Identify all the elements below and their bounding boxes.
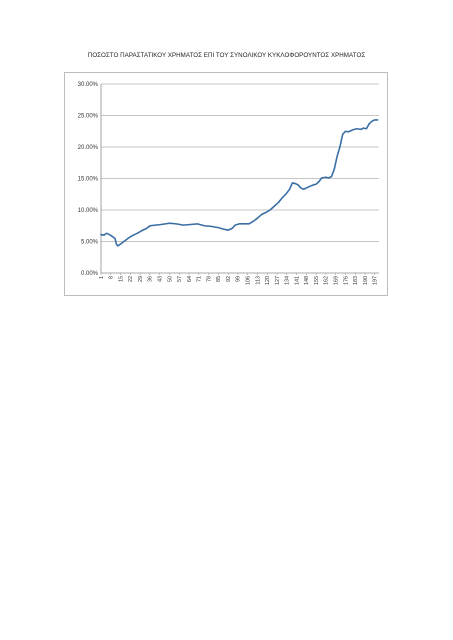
x-tick-label: 148 bbox=[304, 276, 310, 285]
x-tick-label: 183 bbox=[353, 276, 359, 285]
x-axis-tick-labels: 1 8 15 22 29 36 43 50 57 64 71 78 85 92 99 106 113 120 127… bbox=[99, 276, 379, 285]
x-tick-label: 155 bbox=[314, 276, 320, 285]
y-tick-label: 5.00% bbox=[81, 240, 99, 246]
y-tick-label: 10.00% bbox=[78, 208, 99, 214]
x-tick-label: 85 bbox=[216, 276, 222, 282]
x-tick-label: 127 bbox=[275, 276, 281, 285]
chart-title: ΠΟΣΟΣΤΟ ΠΑΡΑΣΤΑΤΙΚΟΥ ΧΡΗΜΑΤΟΣ ΕΠΙ ΤΟΥ ΣΥ… bbox=[87, 52, 366, 59]
chart-area: 0.00% 5.00% 10.00% 15.00% 20.00% 25.00% 30.00%… bbox=[64, 72, 388, 296]
x-tick-label: 92 bbox=[226, 276, 232, 282]
x-tick-label: 113 bbox=[255, 276, 261, 285]
x-tick-label: 1 bbox=[99, 276, 105, 279]
x-tick-label: 36 bbox=[148, 276, 154, 282]
y-axis-tick-labels: 0.00% 5.00% 10.00% 15.00% 20.00% 25.00% 30.00% bbox=[78, 82, 99, 277]
y-tick-label: 25.00% bbox=[78, 114, 99, 120]
x-tick-label: 169 bbox=[333, 276, 339, 285]
x-tick-label: 64 bbox=[187, 276, 193, 282]
x-tick-label: 78 bbox=[206, 276, 212, 282]
x-tick-label: 22 bbox=[128, 276, 134, 282]
series-layer bbox=[100, 119, 379, 247]
x-tick-label: 71 bbox=[197, 276, 203, 282]
y-tick-label: 15.00% bbox=[78, 177, 99, 183]
x-tick-label: 120 bbox=[265, 276, 271, 285]
y-tick-label: 20.00% bbox=[78, 145, 99, 151]
x-tick-label: 29 bbox=[138, 276, 144, 282]
x-tick-label: 15 bbox=[118, 276, 124, 282]
axes bbox=[100, 84, 379, 275]
x-tick-label: 106 bbox=[245, 276, 251, 285]
x-tick-label: 197 bbox=[373, 276, 379, 285]
x-tick-label: 43 bbox=[157, 276, 163, 282]
x-tick-label: 8 bbox=[109, 276, 115, 279]
series-line bbox=[100, 119, 379, 247]
gridlines bbox=[101, 83, 379, 242]
x-tick-label: 141 bbox=[294, 276, 300, 285]
y-tick-label: 0.00% bbox=[81, 271, 99, 277]
line-chart: 0.00% 5.00% 10.00% 15.00% 20.00% 25.00% 30.00%… bbox=[78, 82, 379, 285]
x-tick-label: 57 bbox=[177, 276, 183, 282]
x-tick-label: 50 bbox=[167, 276, 173, 282]
x-tick-label: 190 bbox=[363, 276, 369, 285]
x-tick-label: 134 bbox=[285, 276, 291, 285]
y-tick-label: 30.00% bbox=[78, 82, 99, 88]
x-tick-label: 162 bbox=[324, 276, 330, 285]
x-tick-label: 176 bbox=[343, 276, 349, 285]
x-tick-label: 99 bbox=[236, 276, 242, 282]
